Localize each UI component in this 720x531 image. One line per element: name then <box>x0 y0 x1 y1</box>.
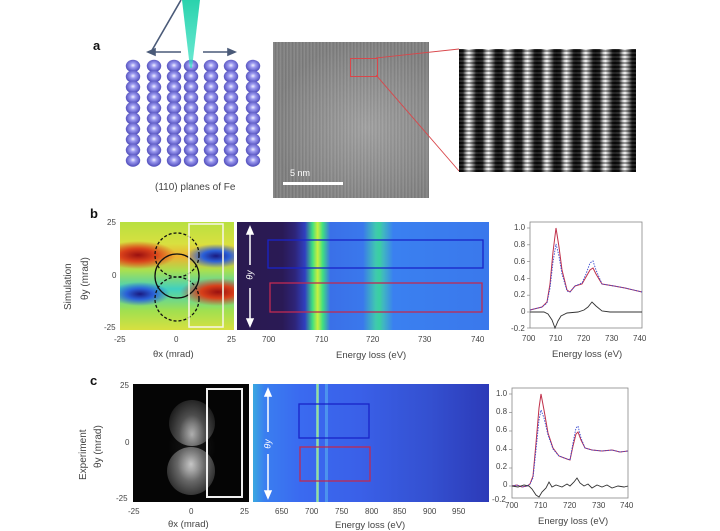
c-plot-xtick: 720 <box>563 501 577 510</box>
c-ytick: 25 <box>120 381 129 390</box>
b-si-xtick: 740 <box>471 335 485 344</box>
b-plot-xlabel: Energy loss (eV) <box>552 349 623 360</box>
c-xtick: -25 <box>128 507 140 516</box>
b-plot-xtick: 720 <box>577 334 591 343</box>
experimental-spectrum-image: θy <box>253 384 489 502</box>
b-plot-ytick: -0.2 <box>511 324 525 333</box>
theta-y-label: θy <box>244 270 255 280</box>
b-plot-ytick: 0 <box>521 307 526 316</box>
b-plot-xtick: 710 <box>549 334 563 343</box>
theta-y-axis-arrow-icon <box>245 225 255 328</box>
experimental-diffraction-image <box>133 384 249 502</box>
c-xtick: 25 <box>240 507 249 516</box>
c-xtick: 0 <box>189 507 194 516</box>
b-plot-ytick: 0.4 <box>514 274 526 283</box>
hrtem-image: 5 nm <box>273 42 429 198</box>
roi-box <box>350 58 378 77</box>
panel-label-c: c <box>90 373 98 388</box>
b-xtick: 25 <box>227 335 236 344</box>
c-si-xtick: 650 <box>275 507 289 516</box>
panel-label-a: a <box>93 38 101 53</box>
c-plot-xtick: 740 <box>620 501 634 510</box>
simulated-diffraction-map <box>120 222 234 330</box>
scale-bar-label: 5 nm <box>290 168 311 178</box>
electron-beam-icon <box>182 0 200 68</box>
c-plot-ytick: 0.2 <box>496 462 508 471</box>
c-si-xtick: 800 <box>365 507 379 516</box>
c-plot-xlabel: Energy loss (eV) <box>538 516 609 527</box>
b-xtick: -25 <box>114 335 126 344</box>
c-ytick: -25 <box>116 494 128 503</box>
b-plot-xtick: 730 <box>605 334 619 343</box>
c-diffraction-xlabel: θx (mrad) <box>168 519 209 530</box>
b-plot-xtick: 700 <box>522 334 536 343</box>
lattice-caption: (110) planes of Fe <box>155 182 236 193</box>
scale-bar <box>283 182 343 185</box>
fe-lattice-illustration <box>125 0 261 167</box>
b-si-xtick: 710 <box>315 335 329 344</box>
c-plot-xtick: 710 <box>534 501 548 510</box>
b-xtick: 0 <box>174 335 179 344</box>
b-diffraction-xlabel: θx (mrad) <box>153 349 194 360</box>
c-plot-ytick: -0.2 <box>492 495 506 504</box>
b-plot-ytick: 0.6 <box>514 257 526 266</box>
c-si-xtick: 900 <box>423 507 437 516</box>
row-label-simulation: Simulation <box>63 263 74 310</box>
c-plot-xtick: 700 <box>505 501 519 510</box>
simulated-spectrum-image: θy <box>237 222 489 330</box>
b-si-xtick: 700 <box>262 335 276 344</box>
c-plot-ytick: 0 <box>503 480 508 489</box>
c-ytick: 0 <box>125 438 130 447</box>
c-plot-xtick: 730 <box>592 501 606 510</box>
b-plot-ytick: 0.8 <box>514 240 526 249</box>
theta-y-label: θy <box>262 439 273 449</box>
c-diffraction-ylabel: θy (mrad) <box>93 425 104 468</box>
b-plot-xtick: 740 <box>633 334 647 343</box>
b-plot-ytick: 1.0 <box>514 223 526 232</box>
c-plot-ytick: 1.0 <box>496 389 508 398</box>
b-ytick: 0 <box>112 271 117 280</box>
theta-y-axis-arrow-icon <box>263 387 273 500</box>
panel-label-b: b <box>90 206 98 221</box>
c-si-xlabel: Energy loss (eV) <box>335 520 406 531</box>
c-si-xtick: 700 <box>305 507 319 516</box>
scan-direction-arrows-icon <box>145 0 238 57</box>
simulated-spectrum-plot <box>527 221 643 330</box>
hrtem-zoom-inset <box>459 49 636 172</box>
integration-window-box <box>206 388 243 498</box>
row-label-experiment: Experiment <box>78 429 89 480</box>
experimental-spectrum-plot <box>509 387 629 499</box>
c-plot-ytick: 0.8 <box>496 407 508 416</box>
c-si-xtick: 950 <box>452 507 466 516</box>
c-plot-ytick: 0.4 <box>496 444 508 453</box>
b-si-xtick: 720 <box>366 335 380 344</box>
c-si-xtick: 850 <box>393 507 407 516</box>
b-plot-ytick: 0.2 <box>514 290 526 299</box>
c-plot-ytick: 0.6 <box>496 425 508 434</box>
b-ytick: -25 <box>104 323 116 332</box>
b-si-xtick: 730 <box>418 335 432 344</box>
b-diffraction-ylabel: θy (mrad) <box>80 257 91 300</box>
b-ytick: 25 <box>107 218 116 227</box>
c-si-xtick: 750 <box>335 507 349 516</box>
b-si-xlabel: Energy loss (eV) <box>336 350 407 361</box>
